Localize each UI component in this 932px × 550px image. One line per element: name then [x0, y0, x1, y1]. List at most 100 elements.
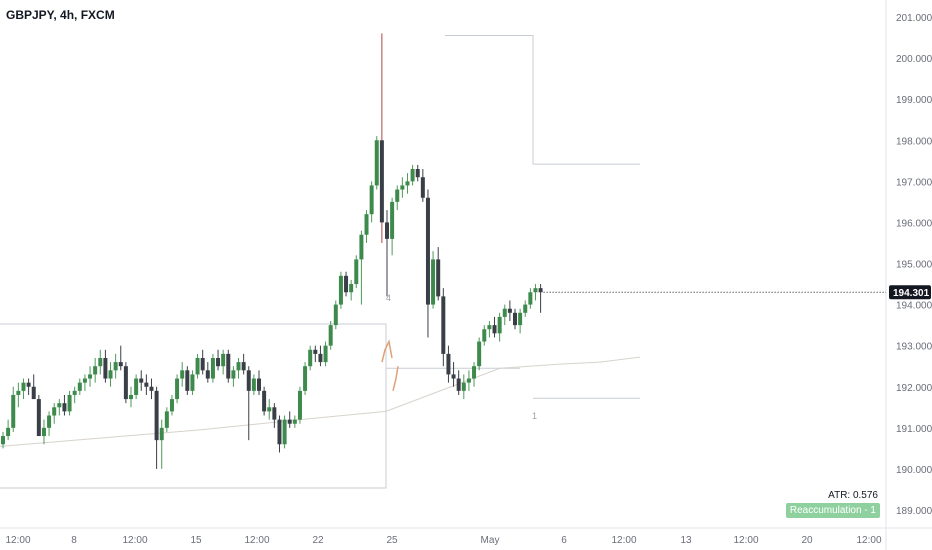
candle[interactable] — [385, 210, 389, 297]
candle[interactable] — [210, 353, 215, 383]
candle[interactable] — [123, 362, 128, 404]
candle[interactable] — [195, 353, 200, 379]
candle[interactable] — [16, 382, 21, 408]
candle[interactable] — [67, 390, 72, 416]
candle[interactable] — [451, 362, 456, 387]
candle[interactable] — [272, 403, 277, 428]
candle[interactable] — [241, 353, 246, 375]
candle[interactable] — [303, 362, 308, 395]
candle[interactable] — [538, 284, 543, 313]
candle[interactable] — [461, 374, 466, 400]
candle[interactable] — [226, 349, 231, 383]
candle[interactable] — [185, 366, 190, 395]
candle[interactable] — [236, 357, 241, 379]
candle[interactable] — [431, 251, 436, 309]
candle[interactable] — [159, 419, 164, 469]
candle[interactable] — [482, 325, 487, 346]
candle[interactable] — [410, 164, 415, 186]
candle[interactable] — [513, 308, 517, 330]
candle[interactable] — [318, 345, 323, 367]
candle[interactable] — [26, 378, 31, 395]
candle[interactable] — [282, 415, 287, 449]
candle[interactable] — [216, 349, 221, 371]
candle[interactable] — [441, 288, 446, 367]
candle[interactable] — [72, 386, 77, 404]
candle[interactable] — [57, 399, 62, 416]
candle[interactable] — [497, 312, 502, 342]
candle[interactable] — [456, 370, 461, 395]
candle[interactable] — [502, 304, 507, 326]
candle[interactable] — [533, 284, 538, 301]
candle[interactable] — [62, 394, 67, 416]
candle[interactable] — [369, 181, 374, 223]
candle[interactable] — [287, 411, 292, 428]
candle[interactable] — [205, 362, 210, 383]
candle[interactable] — [292, 415, 297, 428]
candle[interactable] — [231, 366, 236, 387]
candle[interactable] — [134, 374, 139, 400]
candle[interactable] — [108, 362, 113, 387]
candle[interactable] — [425, 189, 430, 338]
candle[interactable] — [359, 230, 364, 305]
candle[interactable] — [169, 394, 174, 416]
candle[interactable] — [472, 362, 477, 387]
candle[interactable] — [364, 210, 369, 243]
candle[interactable] — [338, 271, 343, 309]
candle[interactable] — [415, 164, 420, 182]
candle[interactable] — [446, 345, 451, 383]
candle[interactable] — [31, 374, 36, 400]
candle[interactable] — [221, 349, 226, 375]
candle[interactable] — [487, 321, 492, 338]
candle[interactable] — [246, 366, 251, 441]
candle[interactable] — [149, 378, 154, 400]
candle[interactable] — [308, 345, 313, 371]
candle[interactable] — [333, 300, 338, 330]
candle[interactable] — [390, 197, 395, 256]
candle[interactable] — [523, 300, 528, 317]
candle[interactable] — [47, 411, 52, 437]
candle[interactable] — [257, 370, 261, 395]
candle[interactable] — [154, 386, 159, 469]
candle[interactable] — [277, 415, 282, 453]
candle[interactable] — [190, 370, 195, 395]
candle[interactable] — [93, 357, 98, 383]
candle[interactable] — [267, 399, 272, 420]
y-axis[interactable]: 201.000 200.000 199.000 198.000 197.000 196.0… — [896, 13, 932, 517]
candle[interactable] — [344, 271, 349, 297]
supply-zone[interactable] — [445, 34, 640, 165]
candle[interactable] — [11, 386, 16, 432]
candle[interactable] — [528, 288, 533, 309]
candle[interactable] — [477, 337, 482, 371]
candle[interactable] — [82, 374, 87, 391]
candle[interactable] — [175, 374, 180, 404]
candle[interactable] — [180, 362, 185, 387]
candle[interactable] — [251, 374, 256, 395]
candle[interactable] — [164, 407, 169, 432]
candle[interactable] — [436, 247, 441, 301]
candle[interactable] — [118, 345, 123, 371]
candle[interactable] — [313, 345, 318, 363]
candle[interactable] — [36, 394, 41, 437]
candle[interactable] — [139, 370, 144, 391]
candle[interactable] — [103, 349, 108, 383]
candle[interactable] — [297, 386, 302, 424]
candle[interactable] — [52, 403, 57, 424]
candle[interactable] — [374, 136, 379, 190]
candle[interactable] — [395, 185, 400, 211]
x-axis[interactable]: 12:00 8 12:00 15 12:00 22 25 May 6 12:00 13 12:00 20… — [5, 535, 881, 546]
range-zone-left[interactable] — [0, 323, 387, 489]
candle[interactable] — [400, 177, 405, 198]
candle[interactable] — [354, 255, 359, 289]
candle[interactable] — [405, 173, 410, 194]
candle[interactable] — [144, 374, 149, 395]
candle[interactable] — [21, 378, 26, 400]
candle[interactable] — [129, 386, 133, 408]
candle[interactable] — [88, 366, 93, 387]
reaccumulation-badge[interactable]: Reaccumulation - 1 — [785, 503, 880, 518]
candle[interactable] — [113, 353, 118, 379]
candle[interactable] — [262, 386, 267, 416]
candle[interactable] — [492, 316, 497, 338]
candle[interactable] — [77, 378, 82, 395]
candle[interactable] — [349, 279, 354, 301]
